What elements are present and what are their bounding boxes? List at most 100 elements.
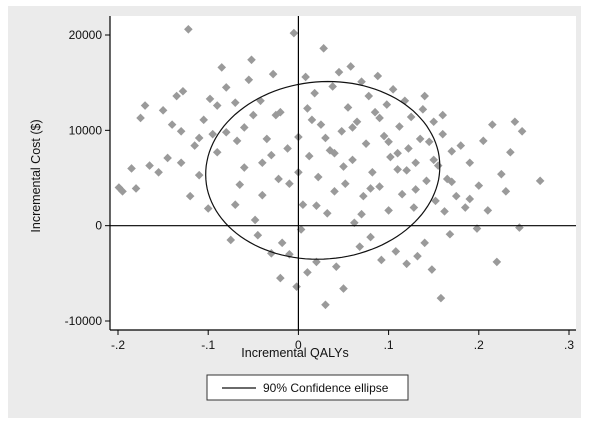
- data-point: [391, 247, 401, 256]
- data-point: [424, 137, 434, 147]
- data-point: [276, 273, 285, 283]
- data-point: [366, 232, 375, 242]
- data-point: [267, 150, 276, 160]
- data-point: [483, 206, 493, 215]
- confidence-ellipse: [205, 80, 441, 260]
- data-point: [388, 85, 398, 94]
- data-point: [322, 208, 332, 218]
- data-point: [384, 206, 393, 215]
- x-tick-label: .2: [474, 338, 484, 352]
- data-point: [167, 120, 177, 129]
- data-point: [427, 265, 437, 274]
- data-point: [382, 100, 392, 109]
- data-point: [194, 170, 204, 180]
- data-point: [352, 117, 362, 127]
- data-point: [393, 148, 402, 158]
- data-point: [303, 104, 312, 113]
- data-point: [431, 196, 440, 206]
- data-point: [118, 187, 127, 196]
- data-point: [217, 63, 227, 72]
- x-tick-label: -.1: [201, 338, 215, 352]
- data-point: [497, 169, 506, 179]
- data-point: [355, 242, 365, 251]
- plot-area: [110, 16, 576, 330]
- y-tick-label: -10000: [65, 314, 103, 328]
- data-point: [429, 117, 438, 127]
- data-point: [413, 251, 422, 261]
- data-point: [312, 257, 321, 267]
- data-point: [249, 110, 258, 120]
- data-point: [370, 107, 380, 117]
- data-point: [296, 225, 306, 234]
- data-point: [307, 115, 317, 125]
- data-point: [406, 112, 416, 122]
- data-point: [194, 133, 204, 143]
- data-point: [199, 115, 208, 125]
- x-tick-label: -.2: [111, 338, 125, 352]
- data-point: [535, 176, 545, 186]
- data-point: [208, 129, 218, 139]
- data-point: [402, 166, 411, 175]
- data-point: [334, 67, 344, 77]
- data-point: [239, 163, 249, 172]
- y-tick-label: 0: [95, 219, 102, 233]
- data-point: [226, 235, 236, 245]
- points-layer: [114, 24, 545, 310]
- data-point: [203, 204, 213, 213]
- data-point: [393, 165, 402, 174]
- y-tick-label: 20000: [69, 28, 103, 42]
- y-tick-label: 10000: [69, 123, 103, 137]
- data-point: [359, 191, 368, 201]
- data-point: [397, 189, 407, 199]
- data-point: [331, 262, 341, 271]
- data-point: [163, 153, 172, 163]
- data-point: [451, 191, 461, 201]
- data-point: [303, 268, 312, 277]
- data-point: [447, 177, 457, 187]
- data-point: [232, 136, 242, 146]
- data-point: [330, 187, 339, 196]
- data-point: [346, 62, 356, 71]
- data-point: [460, 203, 470, 212]
- data-point: [343, 103, 353, 112]
- data-point: [386, 152, 395, 162]
- axes-layer: -10000 0 10000 20000 -.2 -.1 0 .1 .2 .3: [65, 16, 576, 352]
- data-point: [221, 127, 231, 137]
- data-point: [312, 201, 321, 210]
- data-point: [258, 190, 267, 200]
- data-point: [415, 134, 425, 144]
- data-point: [316, 120, 326, 129]
- data-point: [127, 164, 136, 173]
- data-point: [310, 88, 319, 98]
- data-point: [418, 105, 428, 114]
- x-tick-label: .3: [564, 338, 574, 352]
- data-point: [438, 129, 448, 139]
- data-point: [474, 181, 484, 190]
- data-point: [429, 155, 438, 165]
- data-point: [384, 137, 393, 147]
- data-point: [230, 98, 240, 107]
- data-point: [420, 91, 429, 101]
- data-point: [506, 147, 515, 157]
- data-point: [348, 123, 357, 132]
- data-point: [357, 77, 366, 87]
- data-point: [205, 94, 215, 104]
- data-point: [321, 133, 330, 143]
- data-point: [479, 136, 488, 146]
- data-point: [176, 126, 186, 136]
- data-point: [456, 141, 466, 150]
- data-point: [330, 148, 339, 158]
- data-point: [350, 218, 359, 228]
- data-point: [285, 179, 294, 189]
- data-point: [402, 259, 411, 269]
- data-point: [328, 82, 337, 91]
- data-point: [379, 131, 389, 141]
- data-point: [298, 200, 308, 209]
- data-point: [366, 184, 375, 193]
- data-point: [176, 158, 186, 168]
- data-point: [244, 75, 254, 85]
- data-point: [221, 83, 231, 92]
- data-point: [395, 122, 404, 131]
